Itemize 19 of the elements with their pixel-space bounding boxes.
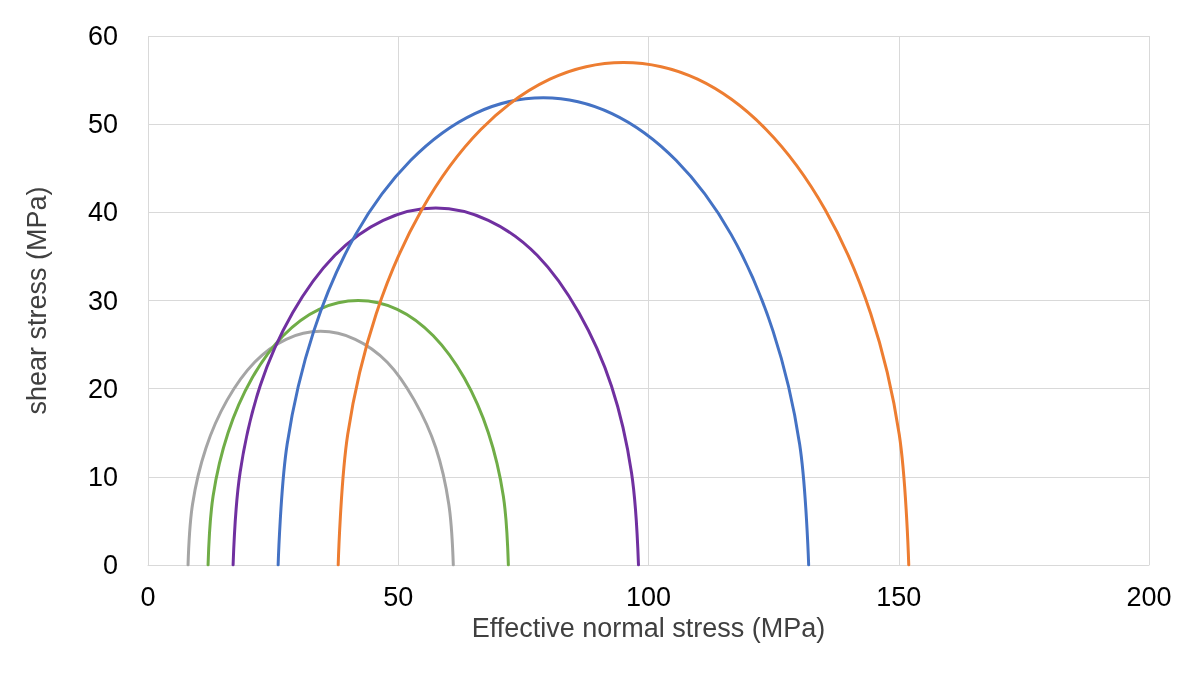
y-tick-label: 60 [87, 21, 118, 51]
x-axis-title: Effective normal stress (MPa) [471, 613, 826, 644]
x-tick-label: 0 [140, 581, 156, 612]
line-series [186, 329, 455, 567]
y-tick-label: 20 [87, 373, 118, 404]
line-series [276, 96, 811, 567]
y-tick-label: 30 [87, 285, 118, 316]
y-tick-label: 10 [87, 461, 118, 492]
x-tick-label: 100 [625, 581, 672, 612]
y-tick-label: 40 [87, 197, 118, 228]
line-series [231, 206, 640, 567]
line-series [206, 299, 510, 567]
y-tick-label: 0 [102, 550, 118, 580]
x-tick-label: 200 [1126, 581, 1172, 612]
y-tick-label: 50 [87, 109, 118, 140]
x-tick-label: 50 [383, 581, 414, 612]
x-tick-label: 150 [876, 581, 922, 612]
y-axis-title: shear stress (MPa) [21, 186, 52, 415]
line-series [336, 60, 911, 567]
